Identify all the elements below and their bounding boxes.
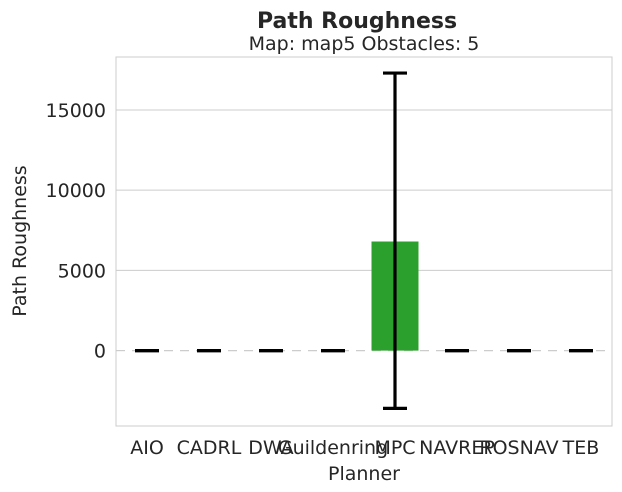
x-tick-label-aio: AIO	[130, 437, 164, 459]
y-tick-label: 5000	[58, 260, 106, 282]
y-tick-labels: 0 5000 10000 15000	[46, 100, 106, 363]
y-axis-label: Path Roughness	[9, 165, 31, 316]
y-tick-label: 0	[94, 341, 106, 363]
plot-area	[115, 56, 613, 427]
error-bars	[135, 71, 593, 410]
x-tick-label-dwa: DWA	[248, 437, 293, 459]
y-tick-label: 10000	[46, 180, 106, 202]
x-tick-label-guildenring: Guildenring	[278, 437, 388, 459]
chart-subtitle: Map: map5 Obstacles: 5	[249, 33, 480, 55]
chart-title: Path Roughness	[257, 9, 457, 34]
y-tick-label: 15000	[46, 100, 106, 122]
x-tick-label-teb: TEB	[562, 437, 600, 459]
x-axis-label: Planner	[328, 463, 400, 485]
grid	[116, 109, 612, 271]
x-tick-label-navrep: NAVREP	[419, 437, 495, 459]
x-tick-label-mpc: MPC	[374, 437, 415, 459]
x-tick-label-cadrl: CADRL	[177, 437, 242, 459]
x-tick-label-rosnav: ROSNAV	[479, 437, 558, 459]
